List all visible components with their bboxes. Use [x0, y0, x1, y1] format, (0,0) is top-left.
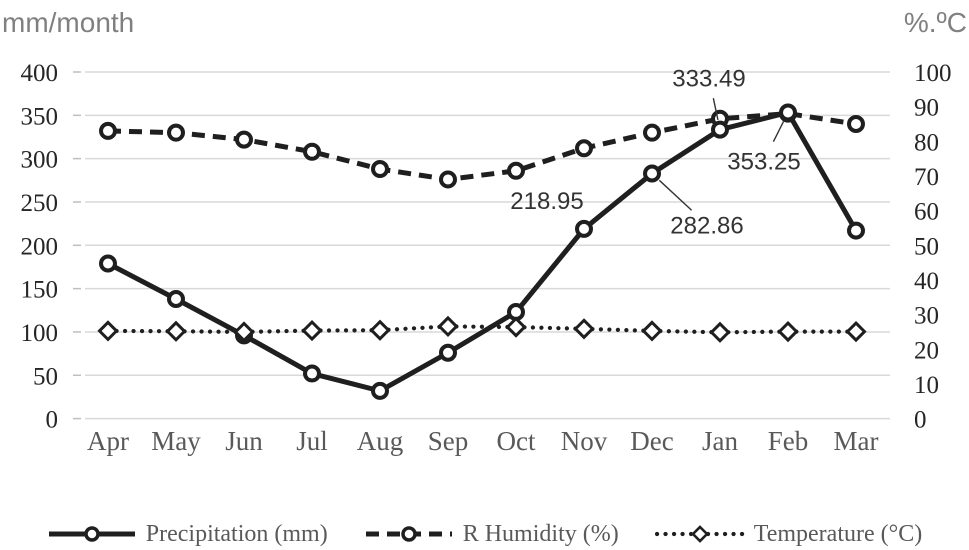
- marker-circle: [99, 121, 117, 140]
- left-axis-tick-label: 0: [46, 407, 59, 434]
- x-axis-label-jul: Jul: [296, 426, 328, 456]
- left-axis-tick-label: 50: [33, 363, 58, 390]
- legend-marker-circle: [400, 526, 417, 542]
- legend-item-precipitation: Precipitation (mm): [47, 521, 328, 548]
- marker-diamond: [301, 319, 323, 342]
- marker-circle: [99, 254, 117, 273]
- chart-legend: Precipitation (mm) R Humidity (%) Temperat…: [0, 519, 969, 549]
- marker-circle: [303, 142, 321, 161]
- left-axis-tick-label: 400: [21, 60, 59, 87]
- marker-circle: [167, 290, 185, 309]
- left-axis-title: mm/month: [2, 7, 134, 38]
- marker-circle: [711, 120, 729, 139]
- right-axis-title: %.ºC: [904, 7, 967, 38]
- marker-circle: [371, 381, 389, 400]
- marker-circle: [439, 170, 457, 189]
- left-axis-tick-label: 200: [21, 233, 59, 260]
- x-axis-label-jan: Jan: [702, 426, 738, 456]
- series-line-solid: [106, 110, 859, 394]
- marker-circle: [235, 130, 253, 149]
- marker-circle: [575, 219, 593, 238]
- right-axis-tick-label: 10: [914, 372, 939, 399]
- marker-circle: [167, 123, 185, 142]
- x-axis-label-mar: Mar: [834, 426, 879, 456]
- marker-diamond: [709, 321, 731, 343]
- marker-diamond: [505, 316, 527, 338]
- marker-circle: [779, 103, 797, 122]
- left-axis-tick-label: 350: [21, 103, 59, 130]
- right-axis-tick-label: 0: [914, 407, 927, 434]
- x-axis-label-feb: Feb: [768, 426, 809, 456]
- annotation-leader-line: [712, 98, 719, 120]
- right-axis-tick-label: 40: [914, 268, 939, 295]
- left-axis-tick-label: 250: [21, 190, 59, 217]
- marker-diamond: [437, 315, 459, 338]
- marker-circle: [303, 364, 321, 383]
- annotation-leader-line: [772, 121, 785, 143]
- x-axis-label-dec: Dec: [630, 426, 673, 456]
- x-axis-label-jun: Jun: [225, 426, 263, 456]
- legend-item-humidity: R Humidity (%): [364, 521, 619, 548]
- marker-diamond: [641, 320, 663, 342]
- marker-circle: [643, 123, 661, 142]
- left-axis-tick-label: 100: [21, 320, 59, 347]
- data-label-353-25: 353.25: [727, 149, 800, 176]
- legend-marker-diamond: [690, 525, 709, 543]
- marker-diamond: [573, 318, 595, 340]
- series-line-dashed: [107, 111, 857, 182]
- legend-label: R Humidity (%): [462, 520, 619, 547]
- marker-circle: [507, 161, 525, 180]
- marker-diamond: [369, 319, 391, 341]
- legend-item-temperature: Temperature (°C): [654, 520, 923, 548]
- data-label-333-49: 333.49: [672, 66, 745, 93]
- right-axis-tick-label: 50: [914, 233, 939, 260]
- x-axis-label-oct: Oct: [497, 426, 536, 456]
- legend-marker-circle: [84, 526, 100, 542]
- marker-circle: [643, 164, 661, 183]
- marker-diamond: [845, 320, 867, 343]
- right-axis-tick-label: 30: [914, 303, 939, 330]
- marker-diamond: [233, 321, 255, 343]
- legend-swatch-dotted-diamond: [654, 525, 745, 543]
- annotation-leader-line: [658, 179, 693, 211]
- x-axis-label-apr: Apr: [87, 426, 129, 456]
- right-axis-tick-label: 60: [914, 199, 939, 226]
- x-axis-label-aug: Aug: [357, 426, 404, 456]
- right-axis-tick-label: 90: [914, 95, 939, 122]
- series-line-dotted: [105, 324, 859, 335]
- x-axis-label-sep: Sep: [428, 426, 469, 456]
- legend-swatch-solid-circle: [48, 526, 135, 542]
- marker-diamond: [165, 320, 187, 342]
- right-axis-tick-label: 80: [914, 129, 939, 156]
- legend-label: Temperature (°C): [753, 520, 923, 547]
- data-label-218-95: 218.95: [510, 188, 583, 215]
- right-axis-tick-label: 70: [914, 164, 939, 191]
- legend-swatch-dashed-circle: [365, 526, 452, 542]
- x-axis-label-may: May: [151, 426, 201, 456]
- legend-label: Precipitation (mm): [145, 520, 328, 547]
- x-axis-label-nov: Nov: [561, 426, 608, 456]
- left-axis-tick-label: 150: [21, 277, 59, 304]
- marker-circle: [847, 114, 865, 133]
- right-axis-tick-label: 20: [914, 337, 939, 364]
- marker-circle: [575, 139, 593, 158]
- data-label-282-86: 282.86: [670, 213, 743, 240]
- marker-circle: [439, 343, 457, 362]
- marker-circle: [847, 221, 865, 240]
- left-axis-tick-label: 300: [21, 147, 59, 174]
- marker-diamond: [777, 320, 799, 343]
- right-axis-tick-label: 100: [914, 60, 952, 87]
- marker-circle: [371, 160, 389, 179]
- marker-diamond: [97, 320, 119, 342]
